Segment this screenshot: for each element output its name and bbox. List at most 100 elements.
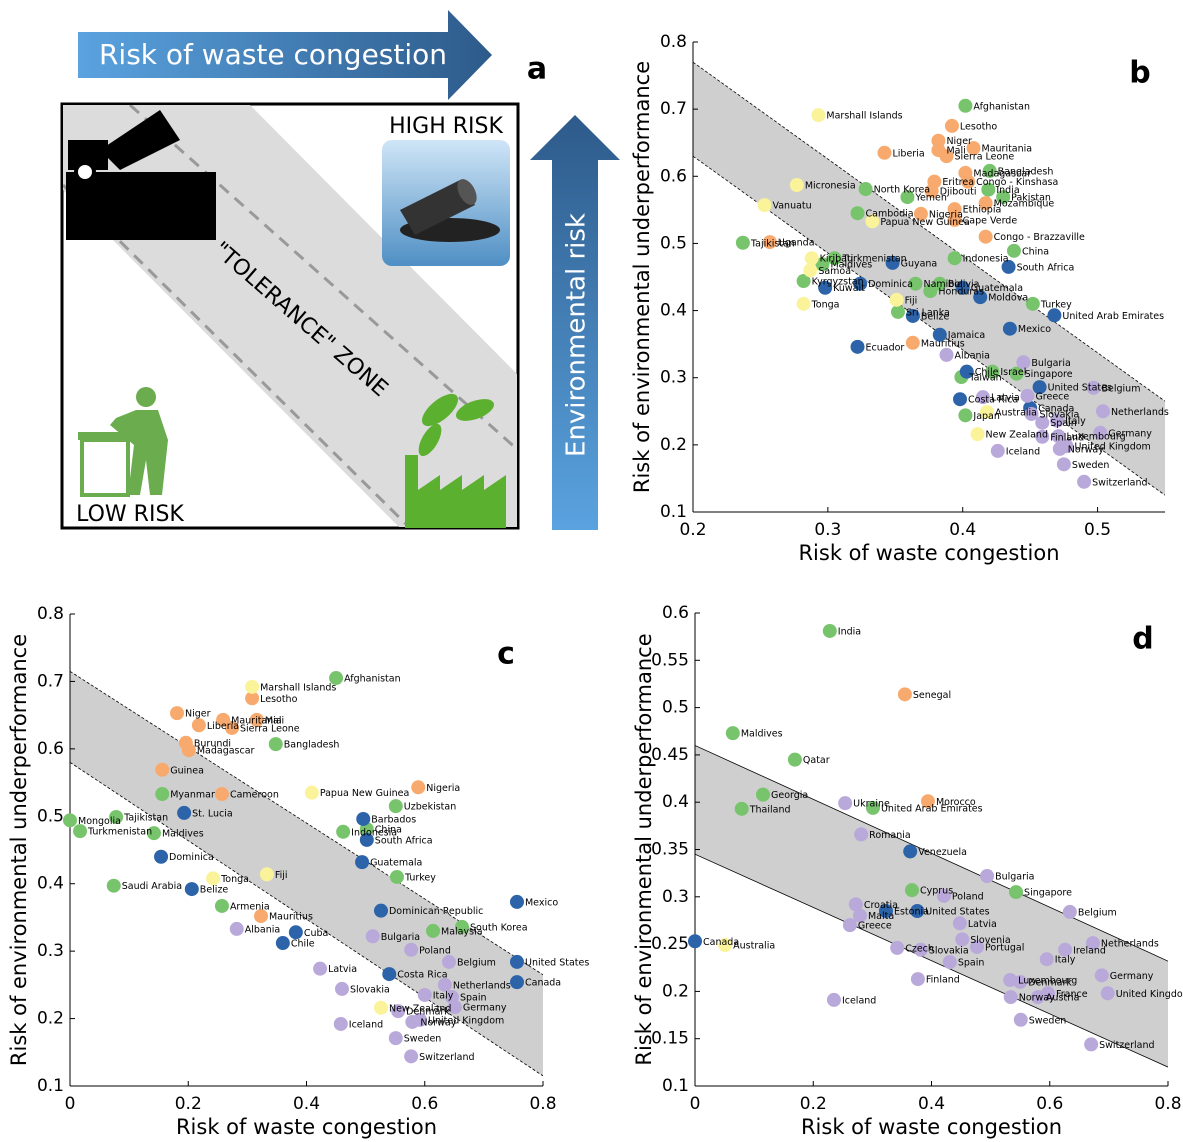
- point: [1013, 1012, 1028, 1027]
- point-label: Ukraine: [853, 799, 890, 810]
- point: [958, 98, 973, 113]
- x-tick-label: 0.6: [411, 1094, 438, 1114]
- point-label: Congo - Brazzaville: [994, 232, 1085, 243]
- point: [850, 206, 865, 221]
- band-edge: [129, 105, 517, 452]
- point: [1050, 413, 1065, 428]
- point-label: Morocco: [936, 797, 976, 808]
- point-label: Afghanistan: [344, 674, 401, 685]
- point-label: Singapore: [1025, 369, 1073, 380]
- y-tick-label: 0.7: [37, 671, 64, 691]
- y-tick-label: 0.3: [660, 368, 687, 388]
- y-tick-label: 0.8: [37, 604, 64, 624]
- point: [923, 284, 938, 299]
- point-label: Latvia: [991, 393, 1020, 404]
- point-label: Niger: [185, 709, 211, 720]
- point: [155, 762, 170, 777]
- point-label: New Zealand: [389, 1003, 451, 1014]
- point: [225, 720, 240, 735]
- point-label: Canada: [1038, 403, 1074, 414]
- point: [333, 1016, 348, 1031]
- point-label: United States: [1048, 383, 1112, 394]
- point: [373, 903, 388, 918]
- point-label: Mongolia: [78, 816, 121, 827]
- point: [947, 212, 962, 227]
- point-label: Bangladesh: [284, 740, 340, 751]
- point: [509, 975, 524, 990]
- point: [1032, 380, 1047, 395]
- point: [249, 712, 264, 727]
- tolerance-band: [693, 62, 1165, 496]
- point-label: Uganda: [778, 238, 815, 249]
- point: [417, 987, 432, 1002]
- point-label: Bulgaria: [1031, 358, 1070, 369]
- trash-icon: [78, 387, 168, 497]
- point: [1077, 474, 1092, 489]
- point-label: Portugal: [985, 942, 1024, 953]
- point-label: Spain: [460, 992, 487, 1003]
- point-label: Slovenia: [970, 935, 1010, 946]
- point-label: Marshall Islands: [260, 682, 336, 693]
- point-label: Italy: [1055, 955, 1076, 966]
- point: [334, 981, 349, 996]
- point-label: Papua New Guinea: [880, 217, 969, 228]
- point: [978, 229, 993, 244]
- band-edge: [63, 183, 412, 527]
- point-label: Mauritania: [231, 715, 282, 726]
- point: [853, 276, 868, 291]
- point-label: Mexico: [1018, 324, 1051, 335]
- point-label: Belize: [921, 311, 950, 322]
- point-label: Barbados: [371, 814, 416, 825]
- point: [762, 235, 777, 250]
- point-label: Sweden: [1029, 1015, 1067, 1026]
- y-tick-label: 0.3: [37, 941, 64, 961]
- point: [910, 903, 925, 918]
- point: [913, 942, 928, 957]
- point-label: Italy: [1065, 416, 1086, 427]
- point: [852, 908, 867, 923]
- point: [1013, 974, 1028, 989]
- point: [877, 145, 892, 160]
- x-tick-label: 0.4: [293, 1094, 320, 1114]
- point-label: Eritrea: [942, 177, 974, 188]
- point-label: Germany: [1110, 971, 1154, 982]
- point: [981, 182, 996, 197]
- point-label: Malta: [868, 911, 894, 922]
- panel-a: Risk of waste congestion a "TOLERANCE" Z…: [60, 10, 620, 530]
- point: [389, 869, 404, 884]
- point: [229, 921, 244, 936]
- point: [1016, 355, 1031, 370]
- point-label: Sri Lanka: [906, 307, 950, 318]
- point-label: Turkey: [1040, 299, 1072, 310]
- point: [803, 263, 818, 278]
- point-label: Latvia: [968, 919, 997, 930]
- point-label: Guyana: [901, 258, 938, 269]
- point: [275, 936, 290, 951]
- point: [961, 174, 976, 189]
- y-tick-label: 0.35: [651, 840, 689, 860]
- point-label: Spain: [1050, 418, 1077, 429]
- point: [426, 923, 441, 938]
- point: [970, 427, 985, 442]
- point-label: Jamaica: [947, 330, 985, 341]
- point-label: Belgium: [1102, 383, 1141, 394]
- point-label: Madagascar: [197, 746, 255, 757]
- point: [908, 276, 923, 291]
- point-label: Bolivia: [948, 279, 980, 290]
- x-tick-label: 0: [690, 1094, 701, 1114]
- point: [889, 292, 904, 307]
- y-tick-label: 0.2: [660, 435, 687, 455]
- point-label: Luxembourg: [1018, 976, 1077, 987]
- point: [1095, 404, 1110, 419]
- point: [848, 897, 863, 912]
- point-label: India: [838, 626, 861, 637]
- point-label: Maldives: [162, 829, 204, 840]
- point: [688, 934, 702, 949]
- point: [905, 308, 920, 323]
- point: [1085, 936, 1100, 951]
- x-tick-label: 0.8: [529, 1094, 556, 1114]
- point-label: Liberia: [892, 148, 924, 159]
- y-tick-label: 0.4: [660, 301, 687, 321]
